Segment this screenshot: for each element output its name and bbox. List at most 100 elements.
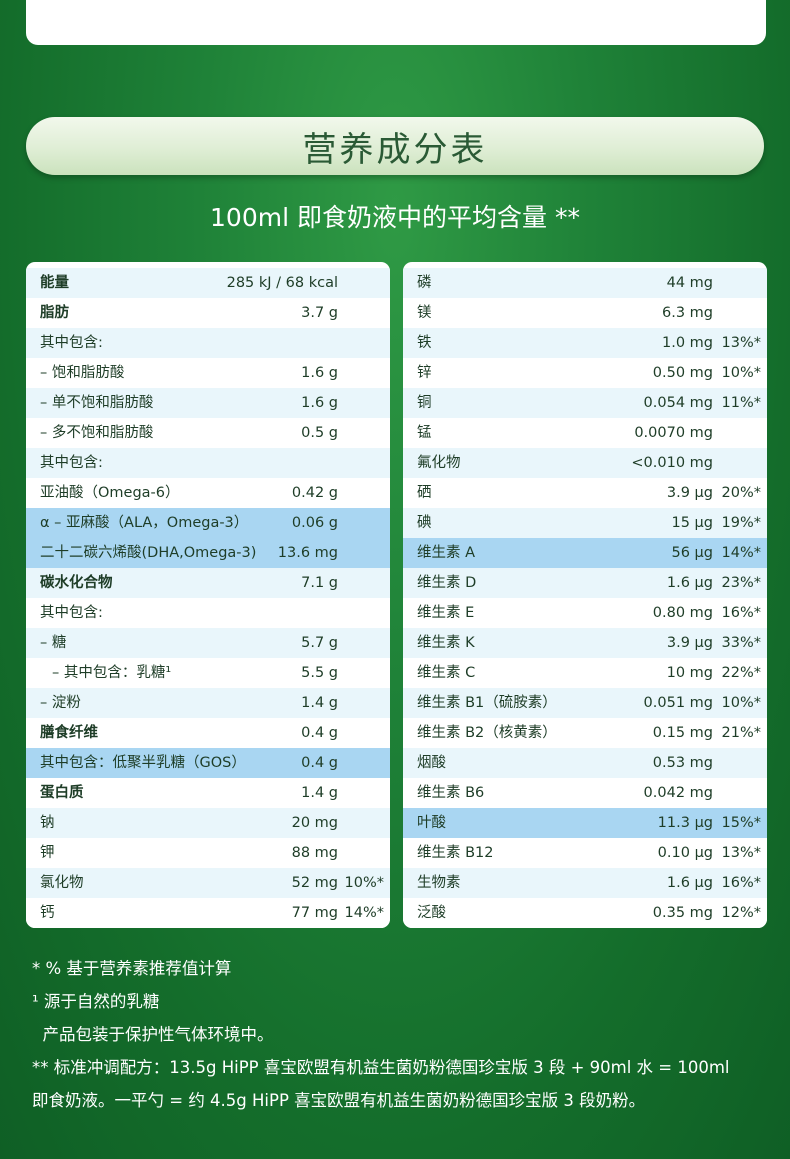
table-row: 锰 0.0070 mg [403, 418, 767, 448]
nutrient-name: 维生素 D [417, 575, 477, 591]
nutrient-value: 6.3 mg [662, 305, 713, 321]
nutrient-name: 锌 [417, 365, 432, 381]
nutrient-name: 氟化物 [417, 455, 461, 471]
nutrient-percent: 23%* [721, 575, 761, 591]
table-row: 维生素 A 56 μg 14%* [403, 538, 767, 568]
nutrient-name: 能量 [40, 275, 69, 291]
nutrient-name: 维生素 B6 [417, 785, 485, 801]
nutrient-name: 维生素 B1（硫胺素） [417, 695, 557, 711]
footnotes: * % 基于营养素推荐值计算 ¹ 源于自然的乳糖 产品包装于保护性气体环境中。 … [32, 952, 772, 1117]
table-row: 叶酸 11.3 μg 15%* [403, 808, 767, 838]
nutrient-percent: 19%* [721, 515, 761, 531]
nutrient-name: 脂肪 [40, 305, 69, 321]
nutrient-percent: 14%* [721, 545, 761, 561]
nutrient-name: – 饱和脂肪酸 [40, 365, 125, 381]
nutrient-name: 其中包含：低聚半乳糖（GOS） [40, 755, 246, 771]
nutrient-value: 5.7 g [301, 635, 338, 651]
nutrient-percent: 21%* [721, 725, 761, 741]
nutrient-value: 0.53 mg [652, 755, 713, 771]
nutrient-percent: 33%* [721, 635, 761, 651]
nutrient-name: 亚油酸（Omega-6） [40, 485, 180, 501]
table-row: 膳食纤维 0.4 g [26, 718, 390, 748]
nutrient-name: 碳水化合物 [40, 575, 113, 591]
nutrition-table-right: 磷 44 mg 镁 6.3 mg 铁 1.0 mg 13%* 锌 0.50 mg 10%* 铜 0.0… [403, 262, 767, 928]
nutrient-percent: 13%* [721, 335, 761, 351]
nutrient-name: 维生素 K [417, 635, 475, 651]
nutrient-value: 1.0 mg [662, 335, 713, 351]
nutrient-percent: 10%* [721, 365, 761, 381]
serving-subtitle: 100ml 即食奶液中的平均含量 ** [210, 203, 580, 232]
table-row: 二十二碳六烯酸(DHA,Omega-3) 13.6 mg [26, 538, 390, 568]
nutrient-percent: 12%* [721, 905, 761, 921]
nutrient-value: 7.1 g [301, 575, 338, 591]
table-row: 其中包含: [26, 448, 390, 478]
nutrient-value: 1.6 μg [666, 575, 713, 591]
table-row: 钠 20 mg [26, 808, 390, 838]
table-row: 铁 1.0 mg 13%* [403, 328, 767, 358]
nutrient-value: 3.7 g [301, 305, 338, 321]
nutrient-name: 其中包含: [40, 335, 103, 351]
nutrient-name: 维生素 A [417, 545, 476, 561]
nutrient-value: 3.9 μg [666, 635, 713, 651]
nutrient-percent: 22%* [721, 665, 761, 681]
table-row: 蛋白质 1.4 g [26, 778, 390, 808]
table-row: – 糖 5.7 g [26, 628, 390, 658]
nutrient-name: 烟酸 [417, 755, 446, 771]
nutrient-value: 88 mg [291, 845, 338, 861]
table-row: 维生素 E 0.80 mg 16%* [403, 598, 767, 628]
nutrient-name: – 糖 [40, 635, 67, 651]
nutrient-name: α – 亚麻酸（ALA，Omega-3） [40, 515, 249, 531]
table-row: – 饱和脂肪酸 1.6 g [26, 358, 390, 388]
nutrient-name: 其中包含: [40, 605, 103, 621]
footnote-rni: * % 基于营养素推荐值计算 [32, 959, 232, 978]
nutrient-value: 0.15 mg [652, 725, 713, 741]
nutrient-percent: 10%* [721, 695, 761, 711]
nutrient-name: 生物素 [417, 875, 461, 891]
table-row: 镁 6.3 mg [403, 298, 767, 328]
nutrient-value: 56 μg [671, 545, 714, 561]
nutrient-name: – 单不饱和脂肪酸 [40, 395, 154, 411]
nutrient-value: 5.5 g [301, 665, 338, 681]
nutrient-value: 10 mg [666, 665, 713, 681]
table-row: – 淀粉 1.4 g [26, 688, 390, 718]
nutrient-value: 11.3 μg [657, 815, 713, 831]
nutrient-value: <0.010 mg [631, 455, 713, 471]
table-row: 维生素 D 1.6 μg 23%* [403, 568, 767, 598]
table-row: 其中包含：低聚半乳糖（GOS） 0.4 g [26, 748, 390, 778]
table-row: 维生素 B1（硫胺素） 0.051 mg 10%* [403, 688, 767, 718]
footnote-lactose: ¹ 源于自然的乳糖 [32, 992, 160, 1011]
nutrition-table-title: 营养成分表 [26, 117, 764, 175]
nutrient-value: 0.80 mg [652, 605, 713, 621]
nutrient-value: 13.6 mg [277, 545, 338, 561]
table-row: 脂肪 3.7 g [26, 298, 390, 328]
nutrient-value: 0.4 g [301, 725, 338, 741]
nutrient-value: 1.6 g [301, 395, 338, 411]
footnote-preparation: ** 标准冲调配方：13.5g HiPP 喜宝欧盟有机益生菌奶粉德国珍宝版 3 … [32, 1058, 730, 1077]
table-row: 钙 77 mg 14%* [26, 898, 390, 928]
nutrition-table-left: 能量 285 kJ / 68 kcal 脂肪 3.7 g 其中包含: – 饱和脂肪酸 1.6… [26, 262, 390, 928]
table-row: 氟化物 <0.010 mg [403, 448, 767, 478]
nutrient-name: 泛酸 [417, 905, 446, 921]
table-row: 烟酸 0.53 mg [403, 748, 767, 778]
right-rows: 磷 44 mg 镁 6.3 mg 铁 1.0 mg 13%* 锌 0.50 mg 10%* 铜 0.0… [403, 262, 767, 928]
nutrient-value: 0.042 mg [643, 785, 713, 801]
nutrient-name: 锰 [417, 425, 432, 441]
nutrient-name: – 淀粉 [40, 695, 81, 711]
nutrient-value: 0.054 mg [643, 395, 713, 411]
table-row: 泛酸 0.35 mg 12%* [403, 898, 767, 928]
nutrient-value: 1.4 g [301, 695, 338, 711]
table-row: 生物素 1.6 μg 16%* [403, 868, 767, 898]
table-row: 碘 15 μg 19%* [403, 508, 767, 538]
nutrient-name: – 其中包含：乳糖¹ [52, 665, 172, 681]
table-row: 钾 88 mg [26, 838, 390, 868]
nutrient-name: 叶酸 [417, 815, 446, 831]
table-row: – 单不饱和脂肪酸 1.6 g [26, 388, 390, 418]
table-row: 硒 3.9 μg 20%* [403, 478, 767, 508]
table-row: 维生素 B12 0.10 μg 13%* [403, 838, 767, 868]
table-row: 维生素 C 10 mg 22%* [403, 658, 767, 688]
nutrient-name: 钠 [40, 815, 55, 831]
table-row: 其中包含: [26, 328, 390, 358]
nutrient-name: 维生素 C [417, 665, 476, 681]
nutrient-name: 镁 [417, 305, 432, 321]
nutrient-value: 3.9 μg [666, 485, 713, 501]
